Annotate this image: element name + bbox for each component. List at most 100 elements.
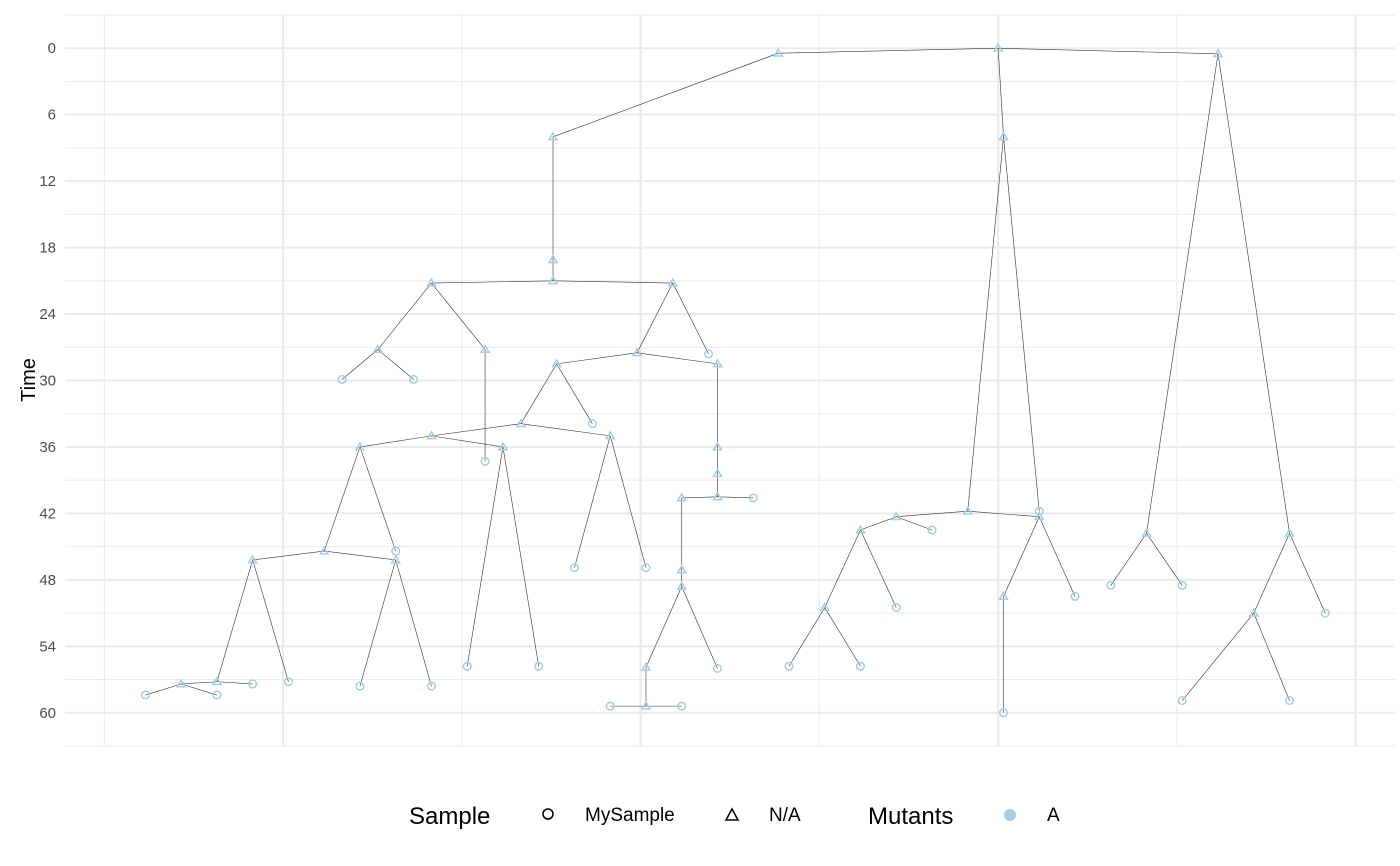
unsampled-node-triangle — [712, 358, 723, 368]
unsampled-node-triangle — [1284, 527, 1295, 537]
sample-node-circle — [1177, 580, 1187, 590]
unsampled-node-triangle — [1141, 527, 1152, 537]
tree-edge — [431, 282, 486, 350]
sample-node-circle — [998, 708, 1009, 718]
tree-edge — [860, 529, 897, 608]
unsampled-node-triangle — [497, 441, 509, 451]
tree-edge — [1182, 612, 1255, 701]
tree-edge — [778, 47, 999, 54]
y-tick-label: 48 — [39, 572, 56, 589]
y-tick-label: 6 — [48, 107, 56, 124]
legend-mutants-label: A — [1047, 805, 1060, 826]
legend-triangle-icon — [724, 807, 740, 821]
unsampled-node-triangle — [772, 47, 784, 57]
unsampled-node-triangle — [1033, 511, 1045, 521]
unsampled-node-triangle — [712, 468, 723, 478]
unsampled-node-triangle — [547, 275, 559, 285]
tree-edge — [520, 363, 557, 424]
tree-edge — [466, 446, 504, 667]
unsampled-node-triangle — [998, 590, 1009, 601]
unsampled-node-triangle — [479, 344, 491, 354]
sample-node-circle — [409, 374, 419, 384]
tree-edge — [1003, 136, 1040, 512]
tree-edge — [645, 586, 683, 668]
tree-edge — [967, 136, 1004, 512]
unsampled-node-triangle — [426, 430, 437, 440]
tree-edge — [1038, 516, 1076, 597]
unsampled-node-triangle — [515, 418, 527, 428]
unsampled-node-triangle — [855, 524, 866, 534]
y-tick-label: 24 — [39, 306, 56, 323]
unsampled-node-triangle — [667, 277, 679, 287]
unsampled-node-triangle — [426, 277, 437, 287]
tree-edge — [824, 529, 861, 608]
y-axis-ticks: 0 6 12 18 24 30 36 42 48 54 60 — [39, 40, 56, 722]
tree-edge — [553, 280, 673, 284]
unsampled-node-triangle — [211, 676, 223, 686]
tree-edge — [609, 435, 647, 568]
tree-edge — [431, 435, 504, 448]
tree-edge — [788, 607, 826, 667]
legend-sample-label: MySample — [585, 805, 675, 826]
tree-edge — [431, 423, 521, 437]
tree-edge — [359, 559, 397, 687]
unsampled-node-triangle — [640, 700, 652, 710]
y-tick-label: 54 — [39, 638, 56, 655]
nodes — [140, 42, 1330, 718]
tree-edge — [556, 352, 638, 365]
sample-node-circle — [677, 701, 687, 711]
unsampled-node-triangle — [992, 42, 1004, 52]
sample-node-circle — [784, 661, 794, 671]
sample-node-circle — [391, 546, 401, 556]
tree-edge — [717, 496, 754, 499]
legend-mutants-title: Mutants — [868, 803, 953, 830]
y-axis-title: Time — [18, 358, 40, 402]
y-tick-label: 60 — [39, 705, 56, 722]
tree-edge — [216, 559, 253, 682]
y-tick-label: 18 — [39, 240, 56, 257]
unsampled-node-triangle — [712, 441, 723, 451]
tree-edge — [1146, 533, 1183, 586]
tree-edge — [896, 510, 968, 518]
unsampled-node-triangle — [676, 492, 688, 502]
tree-edge — [672, 282, 709, 355]
unsampled-node-triangle — [175, 678, 187, 688]
edges — [145, 47, 1326, 713]
unsampled-node-triangle — [676, 564, 688, 574]
sample-node-circle — [1177, 696, 1187, 706]
tree-edge — [552, 52, 779, 138]
legend-circle-icon — [542, 808, 554, 820]
sample-node-circle — [605, 701, 615, 711]
y-tick-label: 0 — [48, 40, 56, 57]
sample-node-circle — [534, 661, 544, 671]
sample-node-circle — [1034, 506, 1044, 516]
tree-edge — [323, 446, 361, 552]
sample-node-circle — [927, 525, 937, 535]
tree-edge — [998, 47, 1219, 55]
tree-edge — [896, 516, 933, 531]
sample-node-circle — [712, 663, 723, 674]
y-tick-label: 30 — [39, 373, 56, 390]
tree-edge — [395, 559, 432, 687]
tree-edge — [824, 607, 861, 667]
sample-node-circle — [1320, 608, 1330, 618]
legend: Sample MySample N/A Mutants A — [409, 803, 1060, 830]
tree-edge — [359, 446, 396, 552]
y-tick-label: 36 — [39, 439, 56, 456]
sample-node-circle — [248, 679, 258, 689]
tree-edge — [1110, 533, 1147, 586]
unsampled-node-triangle — [247, 554, 259, 564]
y-tick-label: 42 — [39, 505, 56, 522]
tree-edge — [145, 683, 182, 696]
sample-node-circle — [462, 661, 472, 671]
tree-edge — [1217, 53, 1290, 534]
tree-edge — [502, 446, 540, 667]
sample-node-circle — [355, 681, 365, 691]
tree-edge — [636, 282, 674, 353]
sample-node-circle — [587, 419, 597, 429]
sample-node-circle — [748, 493, 758, 503]
unsampled-node-triangle — [631, 347, 643, 357]
unsampled-node-triangle — [547, 254, 559, 264]
sample-node-circle — [283, 677, 294, 687]
